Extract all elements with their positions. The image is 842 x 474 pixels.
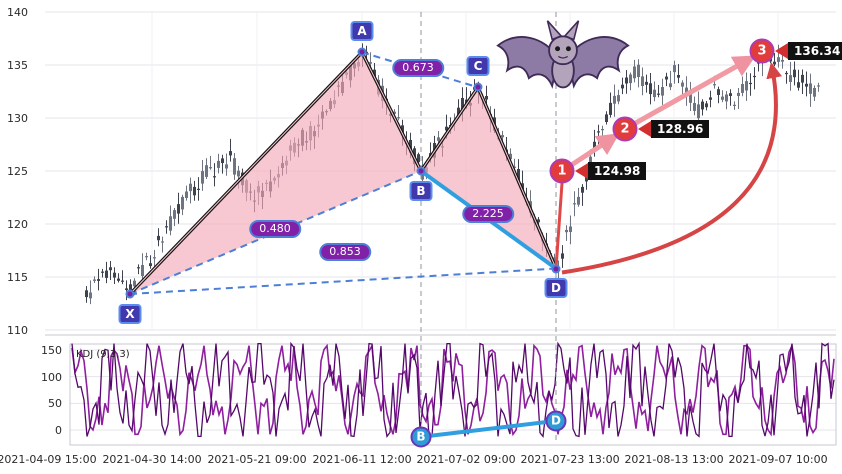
price-tick-125: 125 xyxy=(7,165,28,178)
ratio-label-xd[interactable]: 0.853 xyxy=(319,243,371,261)
pattern-point-d-handle[interactable] xyxy=(551,264,561,274)
price-tag-2[interactable]: 128.96 xyxy=(638,120,710,139)
price-tick-120: 120 xyxy=(7,218,28,231)
bat-left-wing-icon xyxy=(496,36,560,89)
target-point-1[interactable]: 1 xyxy=(549,158,575,184)
bat-mouth-icon xyxy=(558,55,568,59)
ratio-label-xb[interactable]: 0.480 xyxy=(249,220,301,238)
price-tag-3-text: 136.34 xyxy=(788,41,842,60)
price-tag-1-text: 124.98 xyxy=(588,162,647,181)
pattern-point-x-handle[interactable] xyxy=(125,289,135,299)
bat-head-icon xyxy=(548,35,578,66)
price-tick-130: 130 xyxy=(7,112,28,125)
target-point-3[interactable]: 3 xyxy=(749,38,775,64)
kdj-tick-0: 0 xyxy=(55,424,62,437)
x-label-7: 2021-09-07 10:00 xyxy=(728,453,827,466)
bat-eye-right-icon xyxy=(565,46,571,52)
kdj-panel-label: KDJ (9,3,3) xyxy=(76,349,130,360)
price-tag-1[interactable]: 124.98 xyxy=(575,162,647,181)
x-label-5: 2021-07-23 13:00 xyxy=(520,453,619,466)
price-tick-110: 110 xyxy=(7,324,28,337)
kdj-point-b[interactable]: B xyxy=(410,426,432,448)
ratio-label-bd[interactable]: 2.225 xyxy=(462,205,514,223)
candlestick-series xyxy=(85,43,820,305)
kdj-point-d[interactable]: D xyxy=(545,410,567,432)
x-label-6: 2021-08-13 13:00 xyxy=(624,453,723,466)
price-tick-115: 115 xyxy=(7,271,28,284)
ratio-label-ac[interactable]: 0.673 xyxy=(392,59,444,77)
kdj-tick-100: 100 xyxy=(41,371,62,384)
target-point-2[interactable]: 2 xyxy=(612,116,638,142)
arrow-left-icon xyxy=(638,121,651,138)
x-label-4: 2021-07-02 09:00 xyxy=(416,453,515,466)
pattern-point-a-handle[interactable] xyxy=(357,47,367,57)
pattern-point-b-handle[interactable] xyxy=(416,166,426,176)
price-tag-2-text: 128.96 xyxy=(651,120,710,139)
x-label-0: 2021-04-09 15:00 xyxy=(0,453,97,466)
x-label-2: 2021-05-21 09:00 xyxy=(207,453,306,466)
bat-eye-left-icon xyxy=(555,46,561,52)
price-tick-140: 140 xyxy=(7,6,28,19)
pattern-point-c-handle[interactable] xyxy=(473,82,483,92)
pattern-label-a[interactable]: A xyxy=(350,21,374,42)
kdj-tick-50: 50 xyxy=(48,397,62,410)
price-tick-135: 135 xyxy=(7,59,28,72)
bat-right-wing-icon xyxy=(566,36,630,89)
bat-sticker[interactable] xyxy=(496,20,630,89)
pattern-label-b[interactable]: B xyxy=(409,181,433,201)
arrow-left-icon xyxy=(575,163,588,180)
pattern-label-d[interactable]: D xyxy=(544,277,568,298)
x-label-1: 2021-04-30 14:00 xyxy=(102,453,201,466)
kdj-indicator-lines xyxy=(71,341,835,438)
harmonic-pattern-drawing[interactable] xyxy=(128,12,558,444)
pattern-label-x[interactable]: X xyxy=(118,303,142,324)
kdj-tick-150: 150 xyxy=(41,344,62,357)
x-label-3: 2021-06-11 12:00 xyxy=(312,453,411,466)
pattern-label-c[interactable]: C xyxy=(466,56,490,77)
arrow-left-icon xyxy=(775,42,788,59)
price-tag-3[interactable]: 136.34 xyxy=(775,41,842,60)
